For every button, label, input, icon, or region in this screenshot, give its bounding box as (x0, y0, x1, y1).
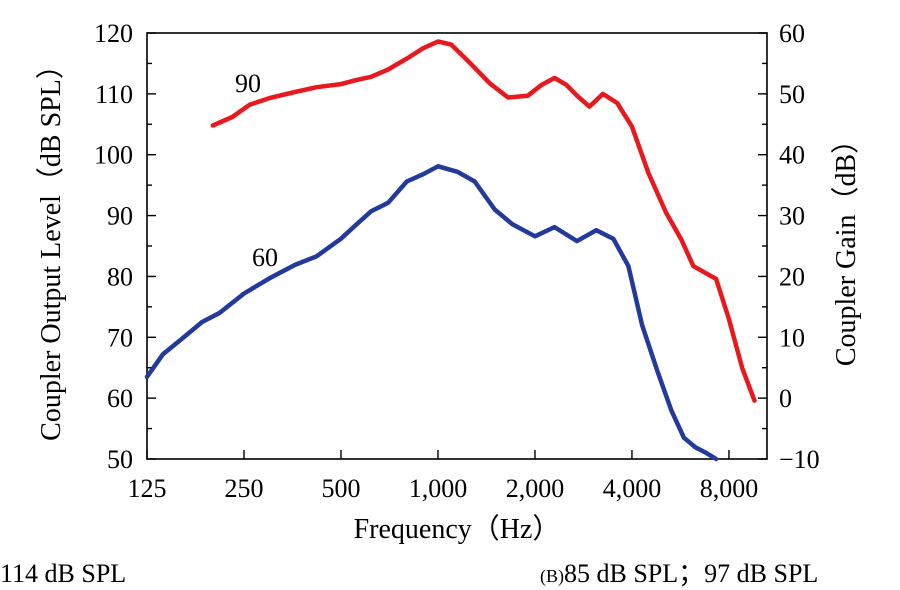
series-line-60 (144, 164, 719, 462)
panel-marker: (B) (540, 566, 564, 586)
y2-axis-label: Coupler Gain（dB） (830, 126, 862, 366)
x-axis-label: Frequency（Hz） (354, 513, 561, 545)
x-tick-label: 500 (321, 474, 360, 503)
y-tick-label: 70 (107, 323, 133, 352)
y-tick-label: 50 (107, 445, 133, 474)
y2-tick-label: 50 (779, 80, 805, 109)
y2-tick-label: 0 (779, 384, 792, 413)
series-annotation-60: 60 (252, 243, 278, 272)
y-tick-label: 80 (107, 262, 133, 291)
x-tick-label: 250 (224, 474, 263, 503)
x-tick-label: 1,000 (409, 474, 468, 503)
series-line-90 (210, 39, 757, 403)
y-tick-label: 110 (95, 80, 133, 109)
x-tick-label: 2,000 (506, 474, 565, 503)
y-tick-label: 90 (107, 202, 133, 231)
x-tick-label: 8,000 (700, 474, 759, 503)
series-annotation-90: 90 (235, 69, 261, 98)
y-tick-label: 60 (107, 384, 133, 413)
y-axis-label: Coupler Output Level（dB SPL） (35, 51, 67, 441)
y2-tick-label: 20 (779, 262, 805, 291)
x-tick-label: 4,000 (603, 474, 662, 503)
bottom-note-right-text: 85 dB SPL；97 dB SPL (564, 559, 819, 588)
y2-tick-label: 40 (779, 141, 805, 170)
y2-tick-label: 60 (779, 19, 805, 48)
bottom-note-left: 114 dB SPL (0, 559, 127, 588)
bottom-note-right: (B)85 dB SPL；97 dB SPL (540, 560, 818, 590)
x-tick-label: 125 (128, 474, 167, 503)
y-tick-label: 100 (94, 141, 133, 170)
y2-tick-label: −10 (779, 445, 820, 474)
y-tick-label: 120 (94, 19, 133, 48)
y2-tick-label: 30 (779, 202, 805, 231)
y2-tick-label: 10 (779, 323, 805, 352)
